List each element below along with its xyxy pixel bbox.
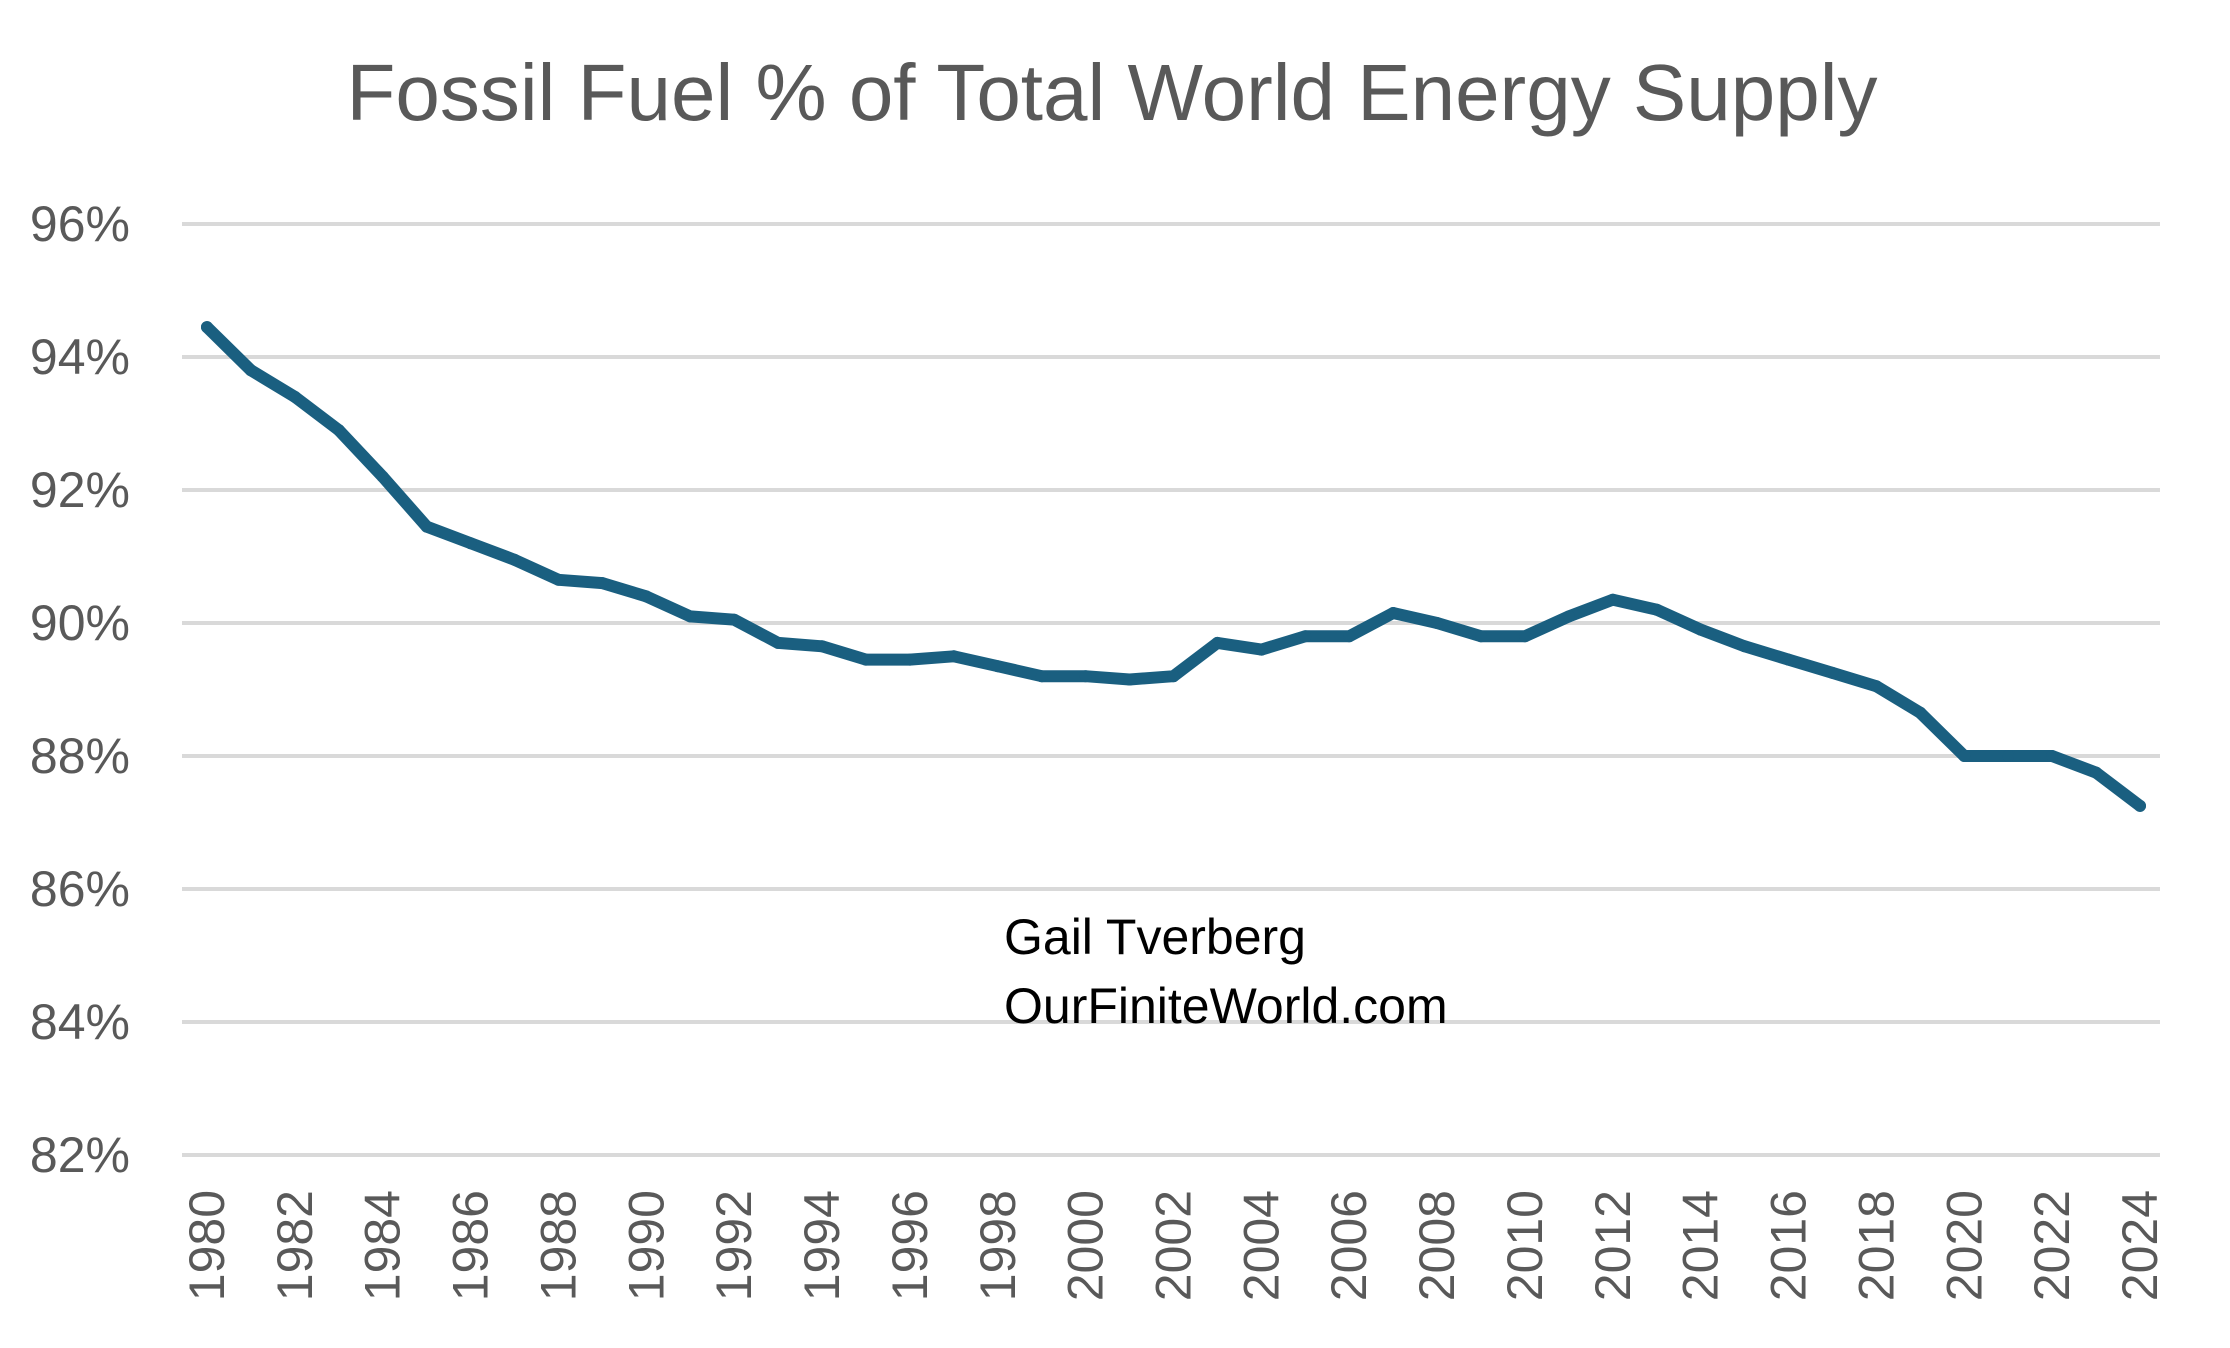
data-point-2012 — [1606, 593, 1619, 606]
data-point-2021 — [2002, 750, 2015, 762]
data-point-2016 — [1782, 653, 1795, 666]
x-tick-label-2020: 2020 — [1936, 1190, 1992, 1301]
data-point-2023 — [2090, 766, 2103, 779]
x-tick-label-2016: 2016 — [1761, 1190, 1817, 1301]
x-tick-label-2014: 2014 — [1673, 1190, 1729, 1301]
x-tick-label-1988: 1988 — [530, 1190, 586, 1301]
data-point-1989 — [596, 577, 609, 590]
x-tick-label-1998: 1998 — [970, 1190, 1026, 1301]
data-point-2000 — [1079, 670, 1092, 683]
y-tick-label-86: 86% — [30, 861, 130, 917]
data-point-2006 — [1343, 630, 1356, 643]
data-point-1980 — [201, 321, 213, 334]
data-point-1982 — [288, 390, 301, 403]
data-point-1997 — [947, 650, 960, 663]
x-tick-label-2012: 2012 — [1585, 1190, 1641, 1301]
y-tick-label-90: 90% — [30, 595, 130, 651]
data-point-1995 — [860, 653, 872, 666]
y-tick-label-92: 92% — [30, 462, 130, 518]
data-point-2008 — [1431, 617, 1444, 629]
data-point-1994 — [816, 640, 828, 653]
data-point-2024 — [2134, 799, 2146, 812]
x-tick-label-2006: 2006 — [1321, 1190, 1377, 1301]
data-point-2007 — [1387, 607, 1400, 619]
data-point-1991 — [684, 610, 697, 623]
x-axis-tick-labels: 1980 1982 1984 1986 1988 1990 1992 1994 1996 1998… — [179, 1190, 2168, 1301]
chart-title: Fossil Fuel % of Total World Energy Supp… — [346, 48, 1877, 137]
data-points — [201, 321, 2146, 812]
data-point-1990 — [640, 590, 653, 603]
data-point-2001 — [1123, 673, 1136, 686]
x-tick-label-1980: 1980 — [179, 1190, 235, 1301]
x-tick-label-2000: 2000 — [1058, 1190, 1114, 1301]
data-point-2005 — [1299, 630, 1312, 643]
data-point-2009 — [1475, 630, 1487, 643]
data-point-2015 — [1738, 640, 1751, 653]
x-tick-label-2018: 2018 — [1848, 1190, 1904, 1301]
x-tick-label-2024: 2024 — [2112, 1190, 2168, 1301]
data-point-1983 — [332, 424, 345, 437]
annotation-author: Gail Tverberg — [1004, 909, 1306, 965]
gridlines — [182, 222, 2160, 1157]
data-point-1985 — [420, 520, 433, 533]
data-point-1998 — [991, 660, 1004, 673]
x-tick-label-2002: 2002 — [1146, 1190, 1202, 1301]
y-tick-label-82: 82% — [30, 1127, 130, 1183]
x-tick-label-2010: 2010 — [1497, 1190, 1553, 1301]
y-tick-label-94: 94% — [30, 329, 130, 385]
data-point-2003 — [1211, 636, 1224, 649]
data-point-2020 — [1958, 750, 1971, 762]
data-point-2022 — [2046, 750, 2059, 762]
data-point-2017 — [1826, 666, 1839, 679]
data-point-1993 — [772, 636, 785, 649]
x-tick-label-1996: 1996 — [882, 1190, 938, 1301]
data-point-2013 — [1650, 603, 1663, 616]
x-tick-label-2004: 2004 — [1233, 1190, 1289, 1301]
x-tick-label-1992: 1992 — [706, 1190, 762, 1301]
y-tick-label-88: 88% — [30, 728, 130, 784]
x-tick-label-2008: 2008 — [1409, 1190, 1465, 1301]
data-point-1999 — [1035, 670, 1048, 683]
annotation-website: OurFiniteWorld.com — [1004, 978, 1448, 1034]
data-point-2011 — [1562, 610, 1575, 623]
y-tick-label-84: 84% — [30, 994, 130, 1050]
y-axis-tick-labels: 82% 84% 86% 88% 90% 92% 94% 96% — [30, 196, 130, 1183]
data-point-1987 — [508, 553, 521, 566]
x-tick-label-1982: 1982 — [267, 1190, 323, 1301]
data-point-2019 — [1914, 706, 1927, 719]
data-point-1996 — [903, 653, 916, 666]
data-point-2014 — [1694, 623, 1707, 636]
x-tick-label-1990: 1990 — [618, 1190, 674, 1301]
data-point-2018 — [1870, 680, 1883, 693]
data-point-1992 — [728, 613, 741, 626]
data-point-1988 — [552, 573, 565, 586]
data-point-2002 — [1167, 670, 1180, 683]
x-tick-label-1984: 1984 — [355, 1190, 411, 1301]
x-tick-label-2022: 2022 — [2024, 1190, 2080, 1301]
data-point-1984 — [376, 470, 389, 483]
data-point-2004 — [1255, 643, 1268, 656]
x-tick-label-1994: 1994 — [794, 1190, 850, 1301]
y-tick-label-96: 96% — [30, 196, 130, 252]
data-point-2010 — [1519, 630, 1531, 643]
data-point-1981 — [244, 364, 257, 377]
x-tick-label-1986: 1986 — [443, 1190, 499, 1301]
data-point-1986 — [464, 537, 477, 550]
